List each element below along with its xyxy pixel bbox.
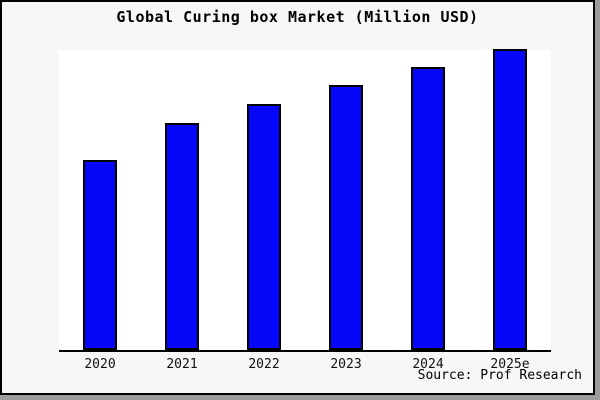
bar-2020 [83,160,117,350]
x-tick-label-2022: 2022 [248,357,280,372]
bar-2024 [411,67,445,350]
x-tick-label-2025e: 2025e [490,357,530,372]
x-tick-label-2024: 2024 [412,357,444,372]
x-tick-label-2020: 2020 [84,357,116,372]
chart-title: Global Curing box Market (Million USD) [116,8,479,26]
bar-2023 [329,85,363,350]
bar-2022 [247,104,281,350]
x-tick-label-2023: 2023 [330,357,362,372]
plot-area [59,49,551,352]
x-tick-label-2021: 2021 [166,357,198,372]
bar-2021 [165,123,199,350]
bar-2025e [493,49,527,350]
x-axis-labels: 2020 2021 2022 2023 2024 2025e [2,357,593,373]
source-credit: Source: Prof Research [417,368,582,383]
chart-panel: Global Curing box Market (Million USD) 2… [0,0,595,395]
